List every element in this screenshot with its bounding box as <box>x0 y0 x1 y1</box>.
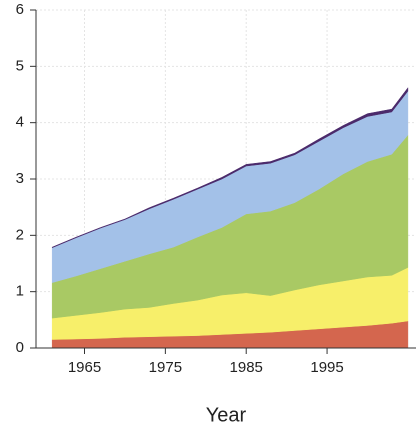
y-tick-label: 4 <box>16 114 24 131</box>
y-tick-label: 0 <box>16 339 24 356</box>
x-tick-label: 1975 <box>149 359 182 376</box>
x-tick-label: 1995 <box>310 359 343 376</box>
x-tick-label: 1965 <box>68 359 101 376</box>
x-axis-label: Year <box>206 404 247 426</box>
area <box>51 86 409 249</box>
y-tick-label: 6 <box>16 1 24 18</box>
x-tick-label: 1985 <box>230 359 263 376</box>
y-tick-label: 2 <box>16 226 24 243</box>
y-tick-label: 5 <box>16 57 24 74</box>
y-tick-label: 1 <box>16 283 24 300</box>
y-tick-label: 3 <box>16 170 24 187</box>
